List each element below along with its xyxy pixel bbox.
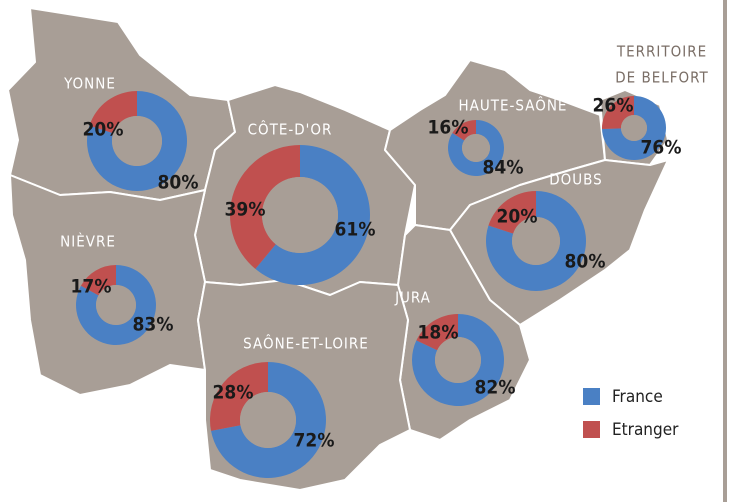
donut-hole [512, 217, 560, 265]
donut-segment [448, 120, 505, 177]
value-label: 26% [593, 95, 634, 117]
donut-segment [412, 314, 504, 406]
frame-edge [723, 0, 727, 502]
donut-segment [488, 191, 536, 234]
value-label: 18% [418, 322, 459, 344]
value-label: 76% [641, 137, 682, 159]
region-name: YONNE [63, 75, 116, 93]
region-name: DOUBS [549, 171, 602, 189]
donut-segment [602, 96, 666, 160]
legend-label: France [612, 387, 663, 407]
region-name: CÔTE-D'OR [248, 120, 333, 139]
value-label: 28% [213, 382, 254, 404]
donut-hole [621, 115, 647, 141]
donut-hole [435, 337, 481, 383]
donut-segment [602, 96, 634, 129]
donut-segment [416, 314, 458, 351]
value-label: 83% [133, 314, 174, 336]
region-name: HAUTE-SAÔNE [459, 96, 568, 115]
donut-segment [87, 91, 187, 192]
value-label: 72% [294, 430, 335, 452]
region-name: TERRITOIRE [616, 43, 707, 61]
donut-segment [210, 362, 268, 431]
donut-hole [462, 134, 490, 162]
value-label: 17% [71, 276, 112, 298]
value-label: 61% [335, 219, 376, 241]
donut-hole [96, 285, 136, 325]
value-label: 80% [565, 251, 606, 273]
region-name: DE BELFORT [615, 69, 708, 87]
region-name: NIÈVRE [60, 232, 116, 251]
donut-segment [80, 265, 116, 296]
donut-segment [76, 265, 157, 345]
region-name: JURA [394, 289, 431, 307]
value-label: 84% [483, 157, 524, 179]
donut-hole [262, 177, 338, 253]
value-label: 20% [83, 119, 124, 141]
region-name: SAÔNE-ET-LOIRE [243, 334, 369, 353]
donut-segment [452, 120, 476, 141]
donut-segment [255, 145, 371, 285]
legend-swatch-france [583, 388, 600, 405]
legend-label: Etranger [612, 420, 679, 440]
donut-segment [230, 145, 300, 269]
donut-hole [112, 116, 162, 166]
donut-segment [485, 191, 586, 291]
value-label: 39% [225, 199, 266, 221]
value-label: 80% [158, 172, 199, 194]
value-label: 82% [475, 377, 516, 399]
donut-segment [211, 362, 326, 478]
donut-segment [89, 91, 137, 134]
value-label: 20% [497, 206, 538, 228]
value-label: 16% [428, 117, 469, 139]
donut-hole [240, 392, 296, 448]
legend-swatch-etranger [583, 421, 600, 438]
